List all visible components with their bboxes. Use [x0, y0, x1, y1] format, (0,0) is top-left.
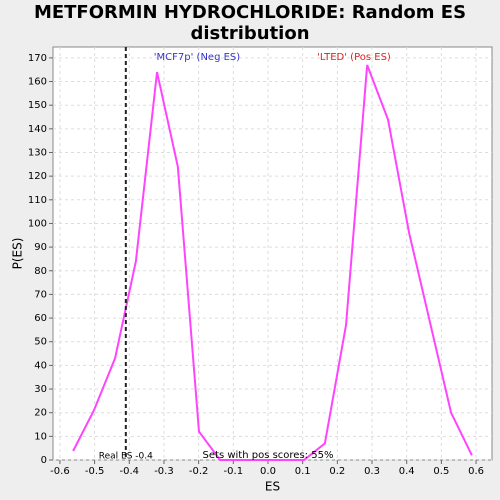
real-es-label: Real ES -0.4: [99, 452, 153, 462]
x-tick-label: -0.2: [189, 466, 209, 477]
y-tick-label: 130: [28, 147, 47, 158]
y-tick-label: 170: [28, 53, 47, 64]
y-axis-label: P(ES): [11, 238, 25, 270]
y-tick-label: 120: [28, 171, 47, 182]
y-tick-label: 150: [28, 100, 47, 111]
x-tick-label: -0.1: [224, 466, 244, 477]
x-tick-label: 0.0: [260, 466, 276, 477]
y-tick-label: 60: [34, 313, 47, 324]
x-tick-label: 0.2: [329, 466, 345, 477]
y-tick-label: 20: [34, 408, 47, 419]
y-tick-label: 80: [34, 266, 47, 277]
x-tick-label: 0.6: [468, 466, 484, 477]
plot-area: [52, 46, 493, 461]
y-tick-label: 0: [41, 455, 47, 466]
annotation: Sets with pos scores: 55%: [203, 450, 334, 461]
y-tick-label: 40: [34, 360, 47, 371]
y-tick-label: 90: [34, 242, 47, 253]
x-tick-label: 0.3: [364, 466, 380, 477]
y-tick-label: 160: [28, 77, 47, 88]
y-tick-label: 110: [28, 195, 47, 206]
x-tick-label: -0.6: [50, 466, 70, 477]
chart-title: METFORMIN HYDROCHLORIDE: Random ES distr…: [33, 2, 467, 44]
y-tick-label: 30: [34, 384, 47, 395]
x-tick-label: 0.5: [433, 466, 449, 477]
y-tick-label: 70: [34, 289, 47, 300]
y-tick-label: 140: [28, 124, 47, 135]
y-tick-label: 50: [34, 337, 47, 348]
pos-label: 'LTED' (Pos ES): [317, 52, 391, 63]
y-tick-label: 10: [34, 431, 47, 442]
x-tick-label: 0.1: [295, 466, 311, 477]
x-tick-label: -0.3: [154, 466, 174, 477]
neg-label: 'MCF7p' (Neg ES): [154, 52, 240, 63]
y-tick-label: 100: [28, 218, 47, 229]
x-axis-label: ES: [265, 480, 280, 494]
x-tick-label: -0.5: [85, 466, 105, 477]
x-tick-label: 0.4: [399, 466, 415, 477]
x-tick-label: -0.4: [120, 466, 140, 477]
line-series: [72, 64, 473, 461]
